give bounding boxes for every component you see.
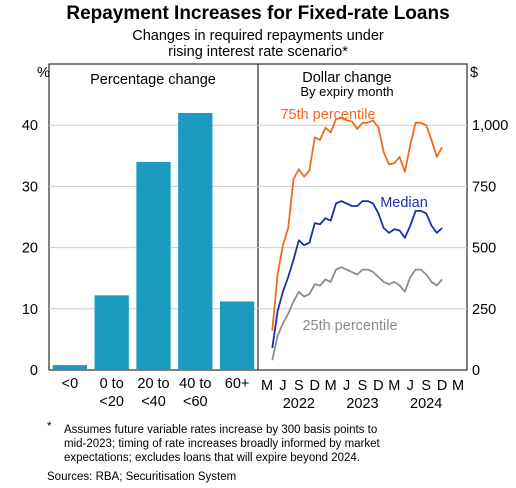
- x-category-label: 40 to: [179, 376, 211, 392]
- left-panel: % Percentage change: [37, 65, 255, 371]
- footnote-line3: expectations; excludes loans that will e…: [64, 452, 360, 464]
- series-line: [271, 117, 443, 331]
- sources-note: Sources: RBA; Securitisation System: [47, 471, 236, 483]
- footnote-line2: mid-2023; timing of rate increases broad…: [64, 438, 381, 450]
- x-category-label: 60+: [225, 376, 250, 392]
- x-category-label: <0: [62, 376, 79, 392]
- left-y-tick-label: 10: [22, 302, 38, 318]
- bar: [52, 365, 88, 370]
- x-month-label: M: [388, 378, 400, 394]
- right-y-tick-label: 500: [472, 241, 496, 257]
- x-month-label: M: [325, 378, 337, 394]
- x-month-label: J: [407, 378, 414, 394]
- series-label-p75: 75th percentile: [280, 107, 375, 123]
- x-month-label: S: [421, 378, 431, 394]
- chart-subtitle-line1: Changes in required repayments under: [132, 28, 384, 44]
- x-category-label: <20: [99, 394, 124, 410]
- right-panel-subtitle: By expiry month: [300, 84, 393, 99]
- left-y-tick-label: 20: [22, 241, 38, 257]
- series-label-median: Median: [380, 195, 428, 211]
- x-month-label: D: [437, 378, 447, 394]
- bar: [94, 295, 129, 370]
- left-y-tick-label: 0: [30, 363, 38, 379]
- x-month-label: M: [261, 378, 273, 394]
- x-year-label: 2023: [346, 396, 378, 412]
- right-y-tick-label: 0: [472, 363, 480, 379]
- axis-ticks: 0 10 20 30 40 <0 0 to <20 20 to <40 40 to <60 60+ 0 25…: [22, 118, 508, 412]
- footnote-line1: Assumes future variable rates increase b…: [64, 424, 377, 436]
- x-category-label: 20 to: [137, 376, 169, 392]
- series-line: [271, 200, 443, 349]
- x-year-label: 2022: [283, 396, 315, 412]
- x-month-label: J: [343, 378, 350, 394]
- x-category-label: <60: [183, 394, 208, 410]
- right-y-tick-label: 1,000: [472, 118, 508, 134]
- bar: [219, 301, 255, 370]
- x-month-label: M: [452, 378, 464, 394]
- x-month-label: S: [294, 378, 304, 394]
- bar: [178, 112, 213, 371]
- right-y-tick-label: 250: [472, 302, 496, 318]
- footnote-marker: *: [47, 421, 52, 433]
- right-y-tick-label: 750: [472, 179, 496, 195]
- left-axis-unit: %: [37, 65, 50, 81]
- series-label-p25: 25th percentile: [302, 318, 397, 334]
- x-year-label: 2024: [410, 396, 442, 412]
- right-panel: $ Dollar change By expiry month 75th per…: [271, 65, 478, 361]
- series-line: [271, 266, 443, 361]
- right-panel-title: Dollar change: [302, 70, 391, 86]
- left-y-tick-label: 40: [22, 118, 38, 134]
- x-month-label: J: [279, 378, 286, 394]
- bar: [136, 161, 171, 370]
- x-month-label: D: [373, 378, 383, 394]
- x-category-label: <40: [141, 394, 166, 410]
- left-y-tick-label: 30: [22, 179, 38, 195]
- chart-subtitle-line2: rising interest rate scenario*: [168, 44, 348, 60]
- left-panel-title: Percentage change: [90, 72, 216, 88]
- x-month-label: D: [310, 378, 320, 394]
- x-category-label: 0 to: [100, 376, 124, 392]
- x-month-label: S: [358, 378, 368, 394]
- chart-title: Repayment Increases for Fixed-rate Loans: [66, 3, 449, 24]
- right-axis-unit: $: [470, 65, 478, 81]
